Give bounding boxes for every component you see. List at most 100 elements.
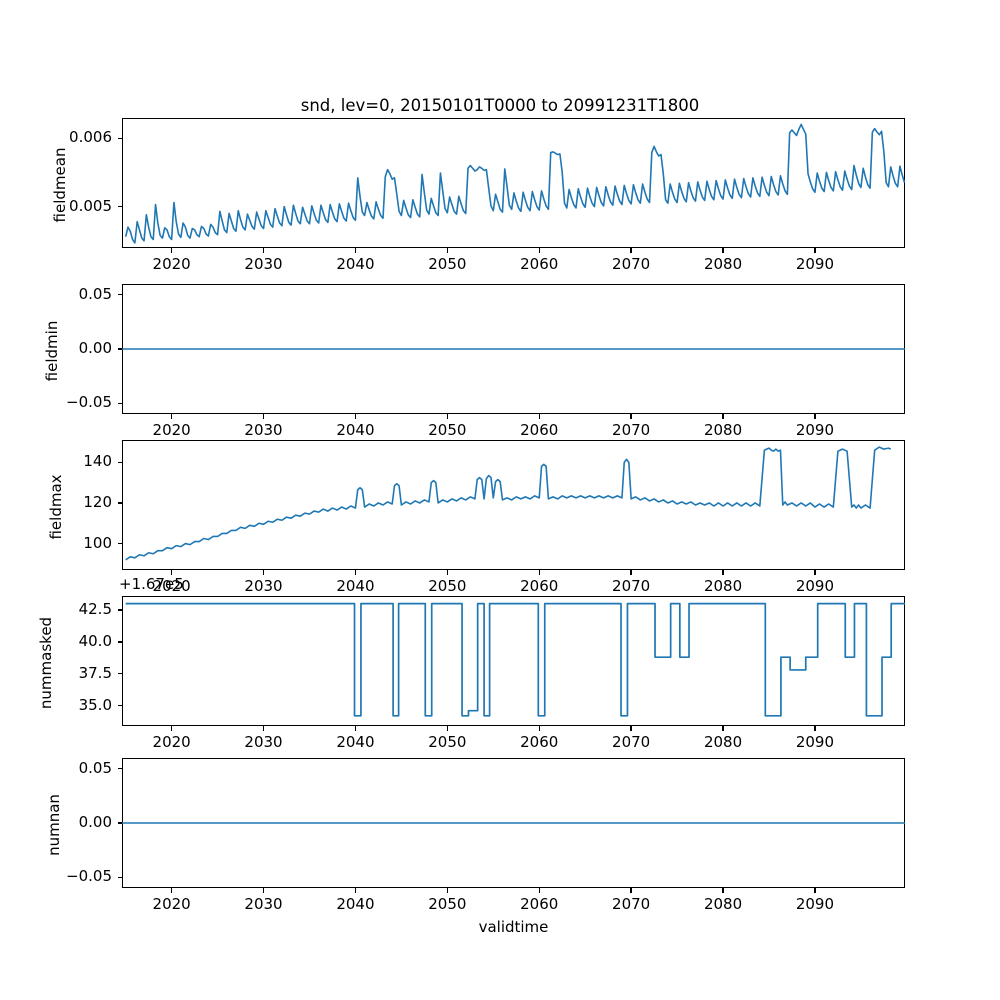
xtick-mark	[630, 248, 632, 253]
xtick-label: 2080	[703, 895, 743, 913]
xtick-mark	[814, 414, 816, 419]
xtick-mark	[354, 726, 357, 731]
xtick-label: 2080	[703, 421, 743, 439]
fieldmin-line-plot	[122, 284, 905, 414]
xtick-mark	[446, 726, 448, 731]
xtick-mark	[354, 248, 357, 253]
xtick-label: 2030	[244, 255, 283, 273]
xtick-mark	[446, 570, 448, 575]
xtick-label: 2050	[428, 895, 467, 913]
ytick-mark	[117, 461, 122, 463]
ytick-mark	[117, 294, 122, 296]
xtick-mark	[354, 888, 357, 893]
ytick-label: 0.00	[78, 813, 112, 831]
ytick-label: −0.05	[66, 393, 112, 412]
xtick-mark	[446, 888, 448, 893]
ytick-label: 0.005	[69, 196, 112, 215]
xtick-label: 2020	[152, 577, 191, 595]
xtick-label: 2050	[428, 421, 467, 439]
xtick-mark	[170, 248, 173, 253]
xtick-mark	[262, 414, 265, 419]
ytick-mark	[117, 609, 122, 611]
ytick-label: 140	[83, 452, 112, 471]
xtick-label: 2040	[336, 577, 375, 595]
xtick-mark	[630, 414, 632, 419]
ytick-mark	[117, 876, 122, 878]
ytick-mark	[117, 641, 122, 643]
xtick-mark	[538, 726, 540, 731]
xtick-label: 2060	[520, 733, 559, 751]
xtick-label: 2060	[520, 421, 559, 439]
ytick-mark	[117, 673, 122, 675]
xtick-label: 2090	[795, 733, 835, 751]
xtick-label: 2070	[612, 895, 651, 913]
xtick-label: 2030	[244, 421, 283, 439]
ytick-label: 0.05	[78, 758, 112, 777]
xtick-label: 2060	[520, 895, 559, 913]
xtick-mark	[722, 414, 724, 419]
numnan-line-plot	[122, 758, 905, 888]
ytick-label: 0.05	[78, 284, 112, 303]
xtick-mark	[630, 888, 632, 893]
xtick-label: 2080	[703, 733, 743, 751]
yaxis-offset-text-nummasked: +1.67e5	[119, 575, 184, 593]
xtick-label: 2030	[244, 895, 283, 913]
xtick-label: 2070	[612, 421, 651, 439]
xtick-mark	[262, 248, 265, 253]
xtick-label: 2060	[520, 577, 559, 595]
ytick-label: 37.5	[78, 663, 112, 682]
xtick-mark	[814, 726, 816, 731]
xtick-mark	[538, 570, 540, 575]
subplot-fieldmax	[122, 440, 905, 570]
xtick-label: 2040	[336, 421, 375, 439]
xtick-mark	[814, 570, 816, 575]
xtick-mark	[538, 888, 540, 893]
xtick-label: 2030	[244, 577, 283, 595]
xlabel-validtime: validtime	[478, 918, 549, 936]
xtick-mark	[262, 726, 265, 731]
axes-frame	[122, 440, 905, 570]
ytick-mark	[117, 402, 122, 404]
axes-frame	[122, 596, 905, 726]
xtick-label: 2040	[336, 733, 375, 751]
xtick-mark	[722, 570, 724, 575]
ytick-label: 0.00	[78, 339, 112, 357]
xtick-label: 2020	[152, 255, 191, 273]
xtick-label: 2060	[520, 255, 559, 273]
fieldmax-line-plot	[122, 440, 905, 570]
xtick-label: 2050	[428, 255, 467, 273]
xtick-label: 2090	[795, 255, 835, 273]
ytick-label: 120	[83, 492, 112, 511]
xtick-mark	[630, 726, 632, 731]
ytick-mark	[117, 768, 122, 770]
ytick-label: 35.0	[78, 695, 112, 714]
xtick-mark	[446, 414, 448, 419]
xtick-mark	[722, 248, 724, 253]
ytick-mark	[117, 137, 122, 139]
xtick-label: 2020	[152, 895, 191, 913]
ytick-label: 0.006	[69, 128, 112, 147]
xtick-mark	[538, 414, 540, 419]
subplot-fieldmean	[122, 118, 905, 248]
figure-title: snd, lev=0, 20150101T0000 to 20991231T18…	[300, 96, 700, 115]
xtick-mark	[262, 570, 265, 575]
subplot-nummasked	[122, 596, 905, 726]
xtick-label: 2090	[795, 421, 835, 439]
fieldmean-line-plot	[122, 118, 905, 248]
ytick-mark	[117, 205, 122, 208]
ytick-label: 42.5	[78, 600, 112, 619]
xtick-mark	[170, 414, 173, 419]
xtick-mark	[538, 248, 540, 253]
xtick-label: 2040	[336, 255, 375, 273]
xtick-mark	[814, 248, 816, 253]
xtick-label: 2070	[612, 255, 651, 273]
xtick-label: 2090	[795, 895, 835, 913]
ytick-mark	[117, 542, 122, 545]
nummasked-step-plot	[122, 596, 905, 726]
xtick-label: 2020	[152, 421, 191, 439]
xtick-mark	[354, 570, 357, 575]
ytick-label: 100	[83, 533, 112, 552]
xtick-label: 2030	[244, 733, 283, 751]
xtick-mark	[262, 888, 265, 893]
